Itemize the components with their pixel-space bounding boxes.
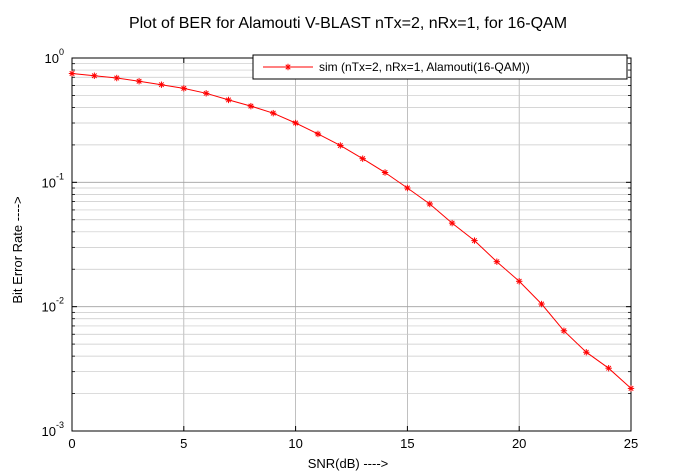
data-point (471, 237, 478, 244)
data-point (381, 169, 389, 176)
data-point (583, 349, 590, 356)
y-tick-label: 10-2 (42, 296, 64, 315)
data-point (270, 109, 277, 117)
data-point (68, 70, 76, 77)
legend-box (252, 54, 628, 80)
x-tick-label: 5 (180, 436, 187, 451)
data-point (560, 327, 568, 334)
data-point (135, 78, 143, 85)
data-point (404, 184, 411, 192)
data-point (605, 364, 612, 372)
x-tick-label: 25 (624, 436, 638, 451)
legend-marker (284, 63, 292, 71)
data-point (225, 96, 232, 104)
data-point (202, 90, 210, 97)
x-tick-label: 20 (512, 436, 526, 451)
plot-frame (71, 57, 632, 432)
legend-entry-label: sim (nTx=2, nRx=1, Alamouti(16-QAM)) (319, 60, 530, 74)
data-point (180, 85, 187, 92)
y-axis-label: Bit Error Rate ----> (10, 196, 25, 303)
x-tick-label: 0 (68, 436, 75, 451)
x-axis-label: SNR(dB) ----> (308, 456, 389, 471)
data-point (359, 155, 366, 162)
grid-layer (72, 58, 631, 431)
data-point (493, 258, 501, 265)
data-point (538, 300, 545, 308)
data-point (516, 278, 523, 285)
data-point (448, 219, 456, 227)
x-tick-label: 15 (400, 436, 414, 451)
data-point (91, 72, 98, 79)
data-point (292, 119, 299, 127)
data-point (247, 102, 255, 110)
series-layer (68, 70, 635, 392)
data-point (627, 385, 635, 392)
tick-layer: 0 5 10 15 20 25 10-3 10-2 10-1 100 (42, 47, 639, 451)
y-tick-label: 10-1 (42, 171, 64, 190)
data-point (337, 142, 344, 149)
series-line (71, 73, 632, 389)
data-point (426, 200, 433, 208)
chart-title: Plot of BER for Alamouti V-BLAST nTx=2, … (129, 15, 567, 32)
x-tick-label: 10 (288, 436, 302, 451)
y-tick-label: 10-3 (42, 420, 64, 439)
data-point (158, 81, 165, 88)
y-tick-label: 100 (45, 47, 64, 66)
data-point (314, 130, 322, 138)
legend: sim (nTx=2, nRx=1, Alamouti(16-QAM)) (252, 54, 628, 80)
data-point (113, 74, 120, 82)
